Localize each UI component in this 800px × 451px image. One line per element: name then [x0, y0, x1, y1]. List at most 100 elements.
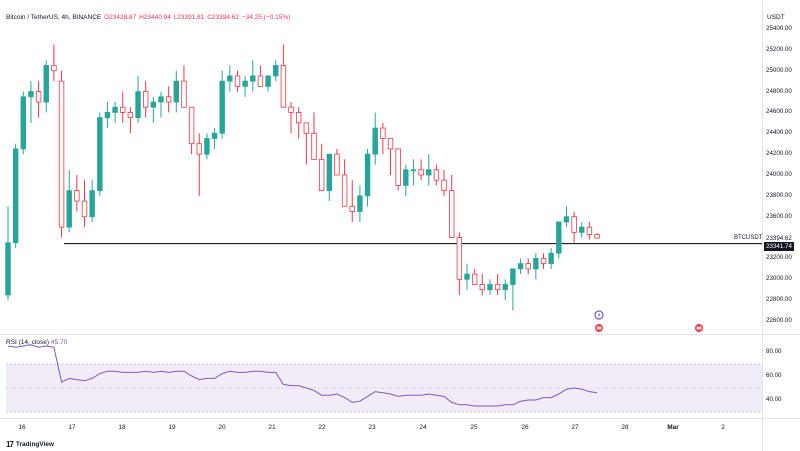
candle-body[interactable]: [334, 153, 340, 176]
candle-body[interactable]: [28, 91, 34, 98]
candle-body[interactable]: [403, 169, 409, 186]
candle-body[interactable]: [120, 106, 126, 113]
candle-body[interactable]: [502, 284, 508, 291]
candle-body[interactable]: [242, 80, 248, 87]
candle-body[interactable]: [533, 258, 539, 270]
candle-body[interactable]: [227, 75, 233, 82]
candle-body[interactable]: [341, 174, 348, 207]
candle-body[interactable]: [510, 268, 516, 285]
candle-body[interactable]: [579, 226, 585, 233]
ohlc-high: H23440.94: [139, 14, 171, 21]
candle-body[interactable]: [51, 65, 57, 72]
rsi-line[interactable]: [7, 344, 598, 407]
candle-body[interactable]: [295, 112, 302, 124]
time-tick-label: 28: [621, 424, 629, 431]
candle-body[interactable]: [196, 143, 202, 155]
candle-body[interactable]: [410, 169, 417, 172]
candle-body[interactable]: [517, 263, 524, 270]
candle-body[interactable]: [586, 226, 593, 235]
candle-body[interactable]: [441, 179, 447, 192]
candle-body[interactable]: [273, 65, 279, 77]
candle-body[interactable]: [181, 80, 187, 108]
candle-body[interactable]: [219, 80, 225, 134]
candle-body[interactable]: [349, 205, 355, 212]
ohlc-open: O23428.87: [104, 14, 137, 21]
candle-body[interactable]: [548, 252, 554, 265]
tradingview-logo[interactable]: 17 TradingView: [6, 440, 54, 449]
candle-body[interactable]: [357, 195, 363, 212]
candle-body[interactable]: [318, 158, 325, 192]
candle-body[interactable]: [142, 91, 149, 108]
price-tick-label: 24000.00: [766, 171, 792, 178]
candle-body[interactable]: [426, 169, 432, 176]
candle-body[interactable]: [112, 106, 118, 113]
rsi-legend[interactable]: RSI (14, close) 45.70: [6, 339, 67, 346]
time-tick-label: 2: [721, 424, 725, 431]
currency-label[interactable]: USDT: [767, 14, 785, 21]
candle-body[interactable]: [494, 284, 501, 291]
time-tick-label: 19: [168, 424, 176, 431]
candle-body[interactable]: [257, 75, 264, 87]
candle-body[interactable]: [456, 237, 463, 280]
candle-body[interactable]: [165, 96, 172, 103]
candle-body[interactable]: [97, 117, 103, 192]
candle-body[interactable]: [5, 242, 11, 296]
candle-body[interactable]: [81, 200, 88, 218]
candle-body[interactable]: [135, 91, 141, 119]
candle-body[interactable]: [211, 132, 218, 139]
candle-body[interactable]: [448, 190, 455, 238]
candle-body[interactable]: [74, 190, 80, 202]
pane-divider[interactable]: [0, 334, 800, 335]
candle-body[interactable]: [364, 153, 371, 197]
candle-body[interactable]: [288, 106, 294, 113]
candle-body[interactable]: [234, 75, 241, 87]
candle-body[interactable]: [387, 138, 394, 150]
candle-body[interactable]: [158, 96, 164, 103]
candle-body[interactable]: [433, 169, 440, 181]
candle-body[interactable]: [43, 65, 49, 103]
candle-body[interactable]: [471, 273, 478, 285]
candle-body[interactable]: [12, 148, 19, 244]
candle-body[interactable]: [525, 263, 531, 270]
candle-body[interactable]: [464, 273, 470, 280]
candle-body[interactable]: [380, 127, 386, 139]
candle-body[interactable]: [104, 112, 111, 119]
candle-body[interactable]: [479, 284, 485, 291]
candle-body[interactable]: [265, 75, 271, 87]
rsi-title: RSI (14, close): [6, 339, 49, 346]
candle-body[interactable]: [487, 284, 493, 291]
candle-body[interactable]: [204, 138, 210, 155]
symbol-legend[interactable]: Bitcoin / TetherUS, 4h, BINANCE O23428.8…: [6, 14, 291, 21]
candle-body[interactable]: [188, 106, 195, 145]
time-tick-label: 17: [68, 424, 76, 431]
candle-body[interactable]: [571, 216, 577, 233]
candle-body[interactable]: [150, 101, 157, 108]
candle-body[interactable]: [418, 169, 424, 176]
candle-body[interactable]: [20, 96, 26, 150]
horizontal-line-price-label[interactable]: 23341.74: [764, 242, 794, 251]
rsi-value: 45.70: [51, 339, 68, 346]
price-tick-label: 23800.00: [766, 191, 792, 199]
ohlc-change: −34.25 (−0.15%): [241, 14, 291, 21]
symbol-title[interactable]: Bitcoin / TetherUS, 4h, BINANCE: [6, 14, 102, 21]
candle-body[interactable]: [395, 148, 401, 186]
candle-body[interactable]: [303, 122, 310, 134]
candle-body[interactable]: [89, 190, 95, 218]
candle-body[interactable]: [540, 258, 547, 265]
time-tick-label: 16: [18, 424, 26, 431]
candle-body[interactable]: [372, 127, 378, 155]
candle-body[interactable]: [311, 132, 317, 160]
candle-body[interactable]: [280, 65, 287, 108]
candle-body[interactable]: [58, 80, 65, 228]
candle-body[interactable]: [594, 234, 600, 239]
candle-body[interactable]: [173, 80, 179, 103]
candle-body[interactable]: [250, 75, 256, 82]
candle-body[interactable]: [66, 190, 72, 228]
candle-body[interactable]: [127, 112, 134, 119]
candle-body[interactable]: [35, 91, 42, 103]
candle-body[interactable]: [563, 216, 570, 223]
candle-body[interactable]: [326, 153, 332, 192]
time-tick-label: 23: [368, 424, 376, 431]
candle-body[interactable]: [556, 221, 562, 254]
